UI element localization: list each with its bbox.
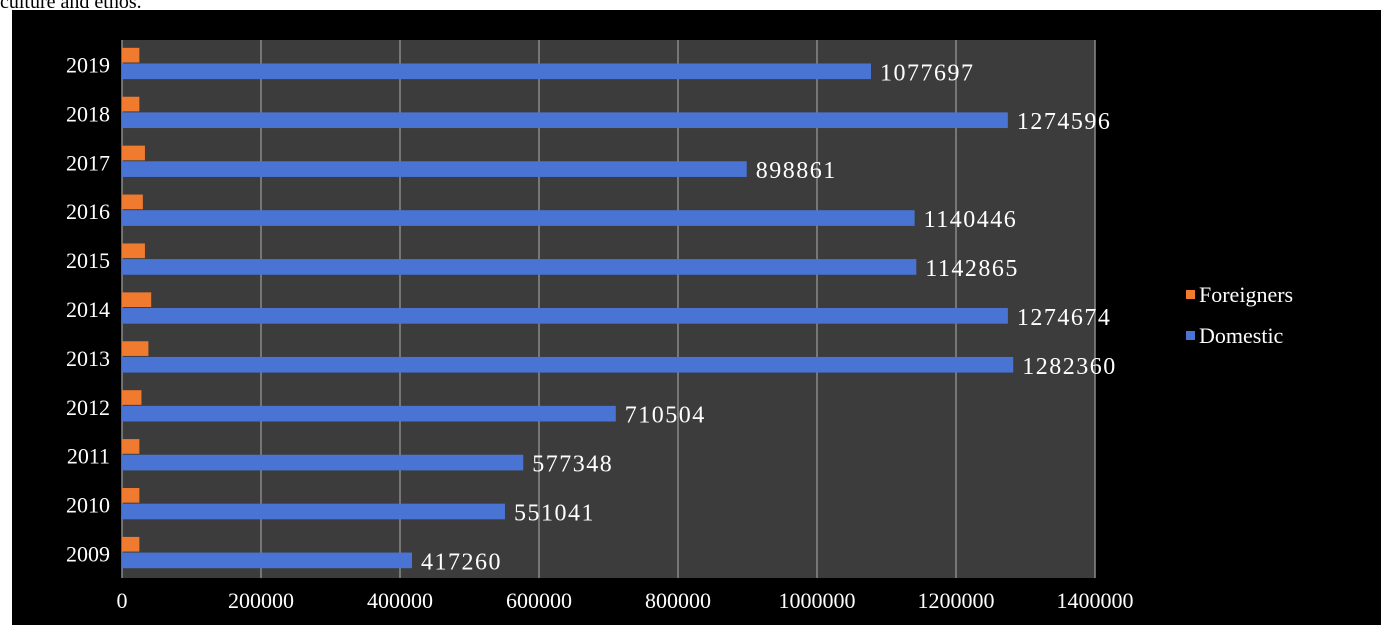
bar-domestic	[122, 259, 917, 275]
bar-domestic	[122, 503, 505, 520]
bar-chart: 417260 551041 577348 710504 1282360 1274674 11…	[66, 40, 1293, 613]
data-label: 710504	[625, 403, 706, 429]
data-label: 1140446	[924, 207, 1018, 233]
data-label: 551041	[514, 500, 595, 526]
bar-domestic	[122, 161, 747, 177]
bars	[122, 47, 1014, 569]
y-tick-label: 2019	[66, 52, 110, 77]
data-label: 1282360	[1022, 354, 1117, 380]
data-label: 1142865	[925, 256, 1019, 282]
bar-foreigners	[122, 145, 145, 161]
bar-foreigners	[122, 439, 140, 454]
y-tick-label: 2010	[66, 493, 110, 518]
x-tick-label: 400000	[367, 588, 433, 613]
legend-label: Domestic	[1199, 323, 1284, 348]
y-tick-label: 2011	[67, 444, 110, 469]
y-tick-label: 2009	[66, 542, 110, 567]
data-label: 1274596	[1017, 109, 1112, 135]
bar-foreigners	[122, 292, 152, 308]
x-tick-label: 1000000	[779, 588, 856, 613]
legend: Foreigners Domestic	[1186, 282, 1293, 348]
x-tick-label: 800000	[645, 588, 711, 613]
legend-swatch	[1186, 290, 1195, 299]
bar-foreigners	[122, 243, 145, 259]
y-tick-label: 2017	[66, 150, 110, 175]
legend-swatch	[1186, 331, 1195, 340]
x-tick-label: 1400000	[1057, 588, 1134, 613]
y-tick-label: 2016	[66, 199, 110, 224]
bar-domestic	[122, 308, 1008, 324]
data-label: 417260	[421, 549, 502, 575]
bar-foreigners	[122, 390, 142, 405]
bar-domestic	[122, 63, 871, 80]
y-tick-label: 2014	[66, 297, 110, 322]
data-label: 1077697	[880, 60, 975, 86]
data-label: 577348	[532, 452, 613, 478]
chart-container: 417260 551041 577348 710504 1282360 1274674 11…	[12, 10, 1381, 625]
legend-label: Foreigners	[1199, 282, 1293, 307]
bar-domestic	[122, 356, 1014, 373]
data-label: 898861	[756, 158, 837, 184]
bar-domestic	[122, 112, 1008, 129]
bar-foreigners	[122, 194, 143, 210]
y-axis-categories: 2009 2010 2011 2012 2013 2014 2015 2016 2017 2018…	[66, 52, 110, 566]
y-tick-label: 2012	[66, 395, 110, 420]
bar-domestic	[122, 552, 412, 569]
caption-fragment: culture and ethos.	[0, 0, 142, 13]
bar-foreigners	[122, 488, 140, 503]
bar-foreigners	[122, 536, 140, 552]
bar-domestic	[122, 210, 915, 226]
data-labels: 417260 551041 577348 710504 1282360 1274674 11…	[421, 60, 1117, 575]
bar-domestic	[122, 405, 616, 422]
x-axis-ticks: 0 200000 400000 600000 800000 1000000 1200000 1…	[117, 588, 1134, 613]
y-tick-label: 2015	[66, 248, 110, 273]
bar-domestic	[122, 454, 524, 471]
bar-foreigners	[122, 341, 149, 356]
bar-foreigners	[122, 47, 140, 63]
x-tick-label: 200000	[228, 588, 294, 613]
x-tick-label: 600000	[506, 588, 572, 613]
data-label: 1274674	[1017, 305, 1112, 331]
bar-foreigners	[122, 96, 140, 112]
y-tick-label: 2018	[66, 101, 110, 126]
x-tick-label: 0	[117, 588, 128, 613]
y-tick-label: 2013	[66, 346, 110, 371]
x-tick-label: 1200000	[918, 588, 995, 613]
